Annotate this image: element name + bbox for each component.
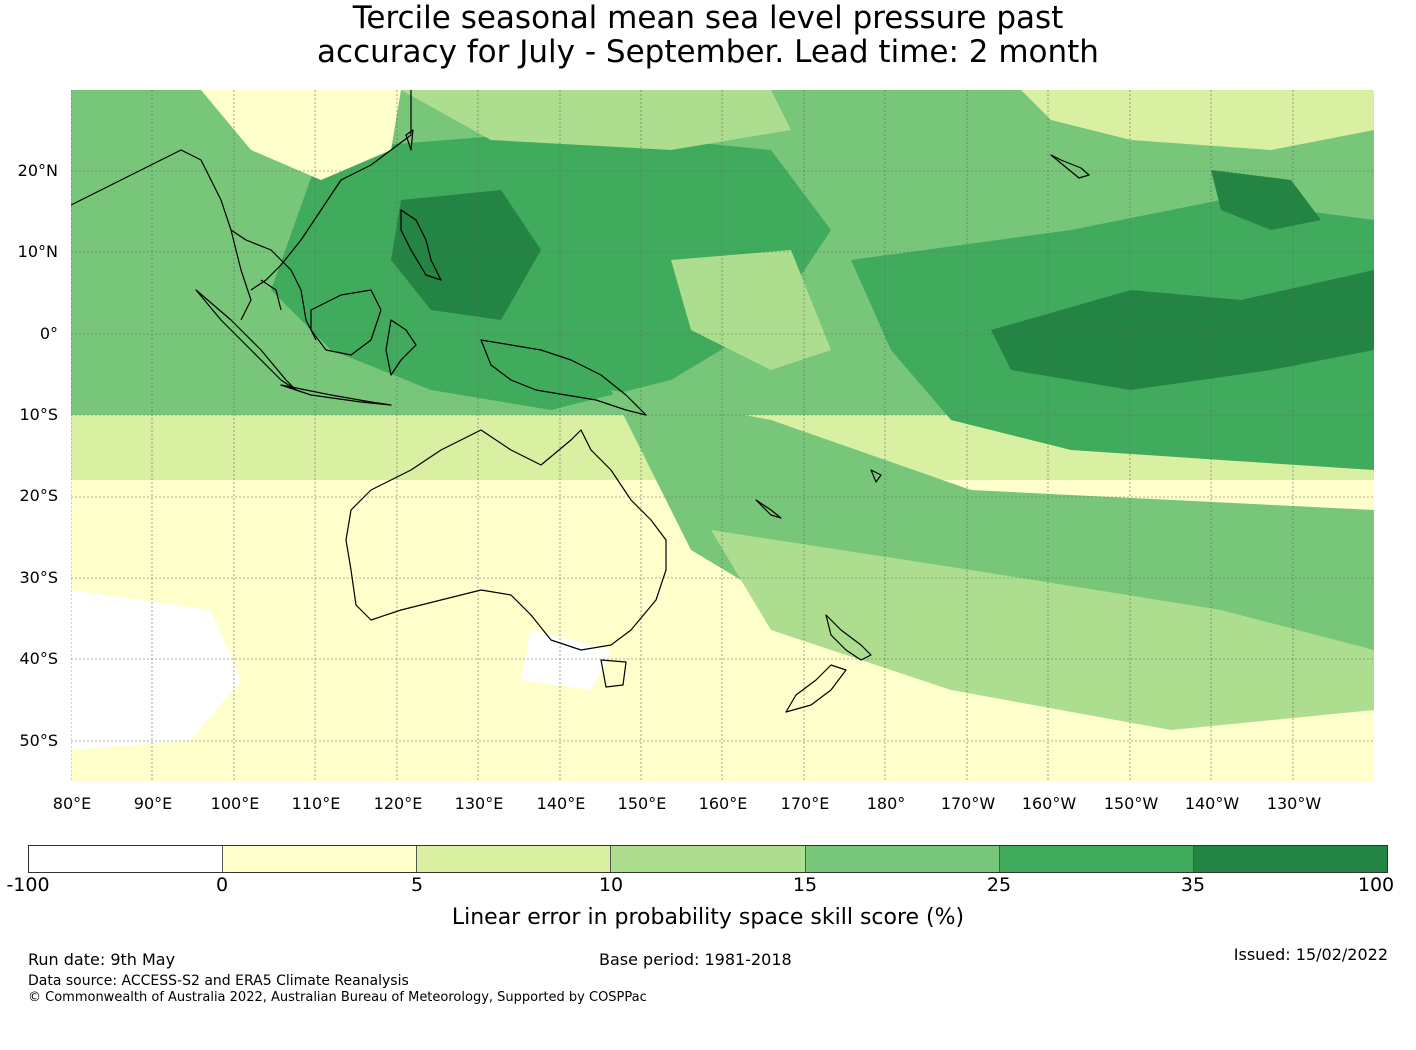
lon-label: 110°E [291,794,341,813]
lon-label: 130°W [1266,794,1322,813]
skill-region [401,90,791,150]
lon-label: 150°E [617,794,667,813]
colorbar-segment [223,846,418,872]
lat-label: 50°S [19,731,58,750]
lon-label: 100°E [210,794,260,813]
copyright: © Commonwealth of Australia 2022, Austra… [28,990,647,1005]
lon-label: 170°W [940,794,996,813]
skill-region [71,590,241,750]
skill-region [671,250,831,370]
coastline-indochina [230,229,317,341]
lat-label: 20°N [17,161,58,180]
title-line-1: Tercile seasonal mean sea level pressure… [352,0,1064,36]
lon-label: 140°W [1184,794,1240,813]
lat-label: 30°S [19,568,58,587]
coastline-philippines [400,209,442,281]
lat-label: 10°S [19,405,58,424]
lat-label: 40°S [19,649,58,668]
colorbar [28,845,1388,873]
coastline-tasmania [600,659,627,688]
colorbar-segment [29,846,224,872]
coastline-new-caledonia [755,499,782,519]
coastline-java [280,384,392,406]
data-source: Data source: ACCESS-S2 and ERA5 Climate … [28,973,409,989]
skill-region [711,530,1374,730]
colorbar-tick: -100 [6,874,50,896]
coastline-asia [71,90,412,321]
skill-region [391,190,541,320]
coastline-taiwan [405,129,414,151]
colorbar-segment [417,846,612,872]
skill-region [1211,170,1321,230]
lon-label: 80°E [52,794,92,813]
coastline-fiji [870,469,882,483]
base-period: Base period: 1981-2018 [599,950,792,969]
colorbar-label: Linear error in probability space skill … [451,905,965,930]
lat-label: 20°S [19,486,58,505]
lon-label: 160°E [698,794,748,813]
lat-label: 10°N [17,242,58,261]
colorbar-tick: 25 [986,874,1012,896]
skill-score-map [71,90,1374,782]
lon-label: 150°W [1103,794,1159,813]
issued-date: Issued: 15/02/2022 [1233,945,1388,964]
lon-label: 130°E [454,794,504,813]
coastline-new-zealand-north [825,614,872,661]
lon-label: 160°W [1021,794,1077,813]
colorbar-segment [611,846,806,872]
run-date: Run date: 9th May [28,950,176,969]
colorbar-tick: 100 [1357,874,1395,896]
coastline-new-guinea [480,339,647,416]
coastline-australia [345,429,667,651]
title-line-2: accuracy for July - September. Lead time… [317,34,1099,70]
colorbar-segment [805,846,1000,872]
lon-label: 170°E [780,794,830,813]
lon-label: 180° [866,794,906,813]
skill-region [1021,90,1374,150]
lon-label: 140°E [536,794,586,813]
colorbar-tick: 0 [215,874,229,896]
colorbar-segment [1193,846,1387,872]
coastline-hawaii [1050,154,1090,179]
colorbar-segment [999,846,1194,872]
lon-label: 90°E [133,794,173,813]
coastline-sulawesi [385,319,417,376]
colorbar-tick: 10 [598,874,624,896]
colorbar-tick: 35 [1180,874,1206,896]
lon-label: 120°E [373,794,423,813]
coastline-new-zealand-south [785,664,847,713]
colorbar-tick: 5 [410,874,424,896]
skill-region [991,270,1374,390]
lat-label: 0° [39,324,58,343]
skill-region [521,630,611,690]
colorbar-tick: 15 [792,874,818,896]
skill-region [201,90,401,180]
coastline-borneo [310,289,382,356]
